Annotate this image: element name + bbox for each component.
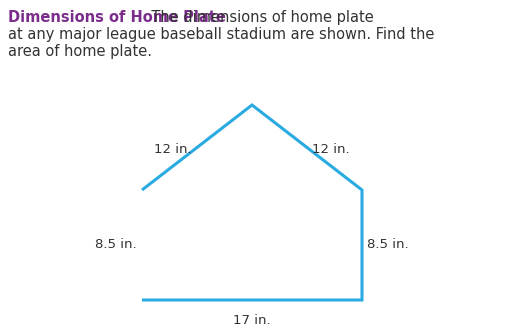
Text: 8.5 in.: 8.5 in. — [367, 238, 409, 252]
Text: 8.5 in.: 8.5 in. — [95, 238, 137, 252]
Text: at any major league baseball stadium are shown. Find the: at any major league baseball stadium are… — [8, 27, 434, 42]
Text: 12 in.: 12 in. — [155, 143, 192, 156]
Text: 12 in.: 12 in. — [312, 143, 349, 156]
Text: area of home plate.: area of home plate. — [8, 44, 152, 59]
Text: 17 in.: 17 in. — [233, 314, 271, 327]
Text: The dimensions of home plate: The dimensions of home plate — [8, 10, 374, 25]
Text: Dimensions of Home Plate: Dimensions of Home Plate — [8, 10, 226, 25]
